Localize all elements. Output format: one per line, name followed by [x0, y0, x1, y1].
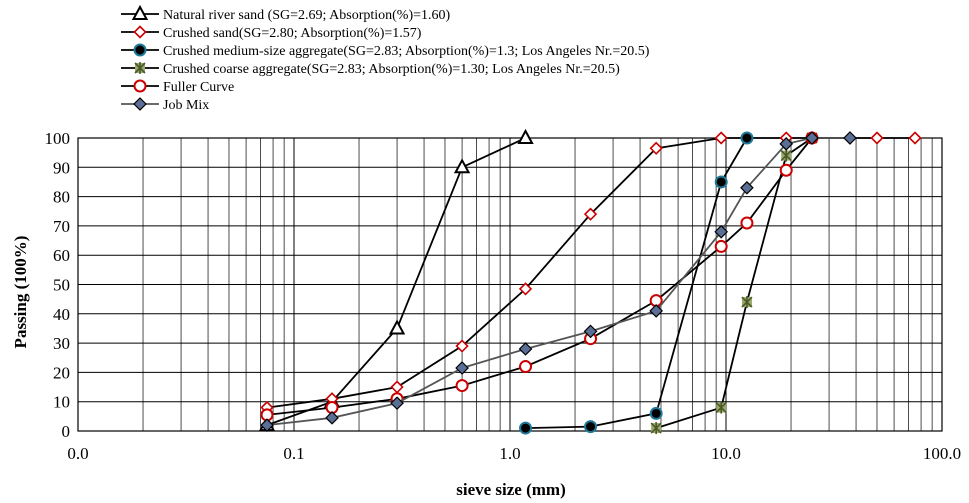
y-tick-label: 50	[53, 276, 70, 295]
data-point	[583, 207, 598, 221]
legend-marker	[133, 25, 147, 39]
y-tick-label: 0	[62, 422, 71, 441]
data-point	[779, 137, 794, 151]
data-point	[260, 418, 274, 432]
legend-marker	[133, 97, 147, 111]
data-point	[870, 131, 884, 145]
data-point	[780, 149, 792, 162]
x-tick-label: 1.0	[499, 444, 520, 463]
data-point	[714, 239, 728, 253]
legend-entry: Job Mix	[121, 97, 209, 113]
y-tick-label: 30	[53, 334, 70, 353]
data-point	[519, 421, 533, 435]
data-point	[325, 410, 339, 425]
x-axis-title: sieve size (mm)	[456, 480, 566, 499]
data-point	[649, 141, 663, 155]
y-tick-label: 10	[53, 393, 70, 412]
legend-marker	[134, 62, 146, 74]
data-point	[388, 319, 406, 335]
legend-label: Crushed coarse aggregate(SG=2.83; Absorp…	[163, 62, 620, 77]
data-point	[649, 406, 663, 420]
legend-marker	[133, 79, 147, 93]
y-tick-label: 90	[53, 158, 70, 177]
legend-label: Crushed sand(SG=2.80; Absorption(%)=1.57…	[163, 26, 422, 41]
legend-label: Natural river sand (SG=2.69; Absorption(…	[163, 8, 451, 23]
y-tick-label: 20	[53, 363, 70, 382]
data-point	[390, 396, 404, 411]
y-tick-label: 100	[45, 129, 71, 148]
plot-frame	[77, 137, 943, 432]
data-point	[779, 163, 793, 177]
data-point	[908, 131, 922, 145]
data-point	[583, 324, 598, 339]
data-point	[649, 304, 664, 318]
data-point	[517, 128, 534, 144]
series-layer	[258, 128, 922, 435]
data-point	[740, 216, 754, 230]
data-point	[519, 360, 533, 374]
series-line	[266, 137, 915, 409]
legend-entry: Crushed coarse aggregate(SG=2.83; Absorp…	[121, 62, 620, 77]
legend-label: Crushed medium-size aggregate(SG=2.83; A…	[163, 44, 650, 59]
series-crushed-medium-size-aggregate-sg-2-83-ab	[519, 131, 754, 435]
series-line	[266, 137, 850, 426]
legend-marker	[133, 43, 147, 57]
data-point	[714, 131, 728, 145]
data-point	[584, 420, 598, 434]
x-tick-label: 0.0	[67, 444, 88, 463]
data-point	[714, 175, 728, 189]
series-job-mix	[260, 131, 857, 432]
y-tick-label: 80	[53, 188, 70, 207]
data-point	[650, 422, 662, 435]
data-point	[741, 296, 753, 309]
legend-entry: Fuller Curve	[121, 79, 234, 95]
data-point	[455, 339, 469, 353]
x-tick-label: 10.0	[711, 444, 741, 463]
legend-marker	[131, 4, 149, 20]
legend-entry: Crushed medium-size aggregate(SG=2.83; A…	[121, 43, 650, 59]
data-point	[390, 380, 404, 394]
legend-entry: Natural river sand (SG=2.69; Absorption(…	[121, 4, 451, 23]
legend-label: Fuller Curve	[163, 80, 234, 95]
plot-grid	[77, 137, 943, 432]
x-tick-label: 0.1	[283, 444, 304, 463]
data-point	[715, 401, 727, 414]
x-tick-label: 100.0	[923, 444, 961, 463]
data-point	[455, 379, 469, 393]
y-tick-label: 70	[53, 217, 70, 236]
data-point	[518, 282, 533, 296]
series-fuller-curve	[260, 131, 819, 422]
y-tick-label: 40	[53, 305, 70, 324]
data-point	[453, 158, 471, 174]
legend: Natural river sand (SG=2.69; Absorption(…	[121, 4, 650, 113]
y-axis-title: Passing (100%)	[11, 236, 30, 349]
y-tick-label: 60	[53, 246, 70, 265]
data-point	[740, 180, 754, 195]
tick-labels: 0 10 20 30 40 50 60 70 80 90 100 0.0 0.1 1.0 10.0 100.0	[45, 129, 962, 463]
series-line	[525, 137, 748, 429]
data-point	[805, 131, 819, 145]
legend-entry: Crushed sand(SG=2.80; Absorption(%)=1.57…	[121, 25, 422, 41]
data-point	[740, 131, 754, 145]
legend-label: Job Mix	[163, 98, 209, 113]
data-point	[455, 361, 469, 375]
data-point	[714, 224, 729, 239]
data-point	[518, 342, 533, 356]
data-point	[843, 131, 857, 145]
